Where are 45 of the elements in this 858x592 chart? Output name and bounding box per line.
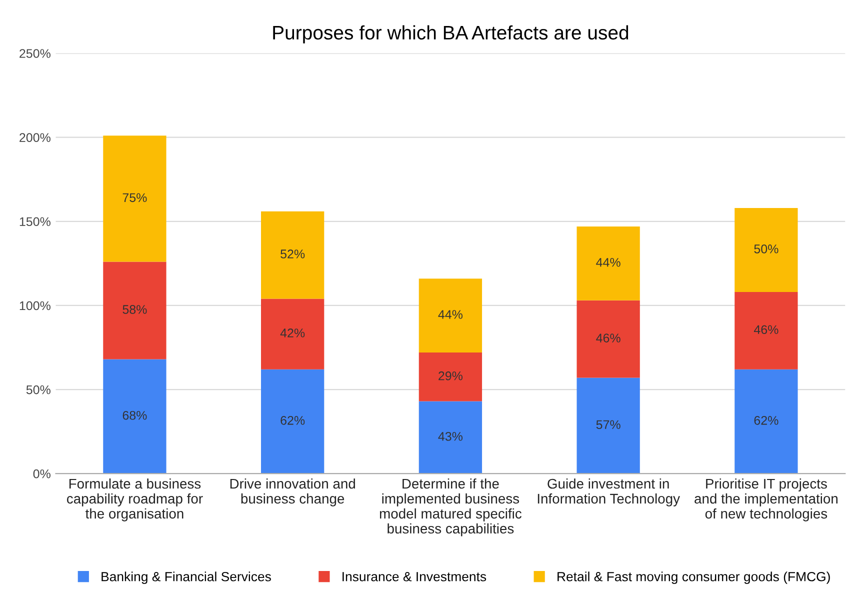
bar [734,208,798,292]
data-label: 52% [280,250,305,258]
y-tick-label: 50% [26,385,50,394]
data-label: 44% [438,310,463,319]
bar [734,369,798,474]
data-label: 58% [122,305,147,314]
data-label: 42% [280,328,305,338]
legend-label: Insurance & Investments [342,572,486,582]
bar [418,352,482,402]
data-label: 57% [596,420,620,430]
y-tick-label: 150% [20,217,50,226]
bar [576,378,640,474]
data-label: 44% [596,258,620,267]
bar [261,211,324,299]
legend-label: Retail & Fast moving consumer goods (FMCG) [558,572,830,584]
x-tick-label: Determine if the implemented business model matured specific business capabilities [380,478,522,536]
bar [261,369,324,474]
y-tick-label: 0% [33,469,50,478]
bar [576,226,640,300]
bar [103,136,166,262]
bar [418,401,482,474]
x-tick-label: Guide investment in Information Technology [538,478,680,506]
bar [576,300,640,378]
data-label: 46% [754,325,778,334]
bar [418,278,482,353]
y-tick-label: 250% [20,49,50,58]
bar [261,298,324,370]
data-label: 62% [754,416,778,425]
data-label: 29% [438,371,463,380]
x-tick-label: Prioritise IT projects and the implementation of new technologies [694,478,838,522]
legend-label: Banking & Financial Services [102,572,271,584]
data-label: 62% [280,416,305,425]
y-tick-label: 100% [20,301,50,310]
data-label: 75% [122,193,147,202]
bar [103,359,166,474]
x-tick-label: Formulate a business capability roadmap for the organisation [66,478,203,522]
data-label: 50% [754,244,778,254]
data-label: 46% [596,334,620,342]
y-tick-label: 200% [20,133,50,142]
x-tick-label: Drive innovation and business change [230,478,355,506]
data-label: 68% [122,410,147,420]
data-label: 43% [438,432,463,441]
bar [734,292,798,370]
chart-title: Purposes for which BA Artefacts are used [273,25,628,44]
bar [103,262,166,360]
